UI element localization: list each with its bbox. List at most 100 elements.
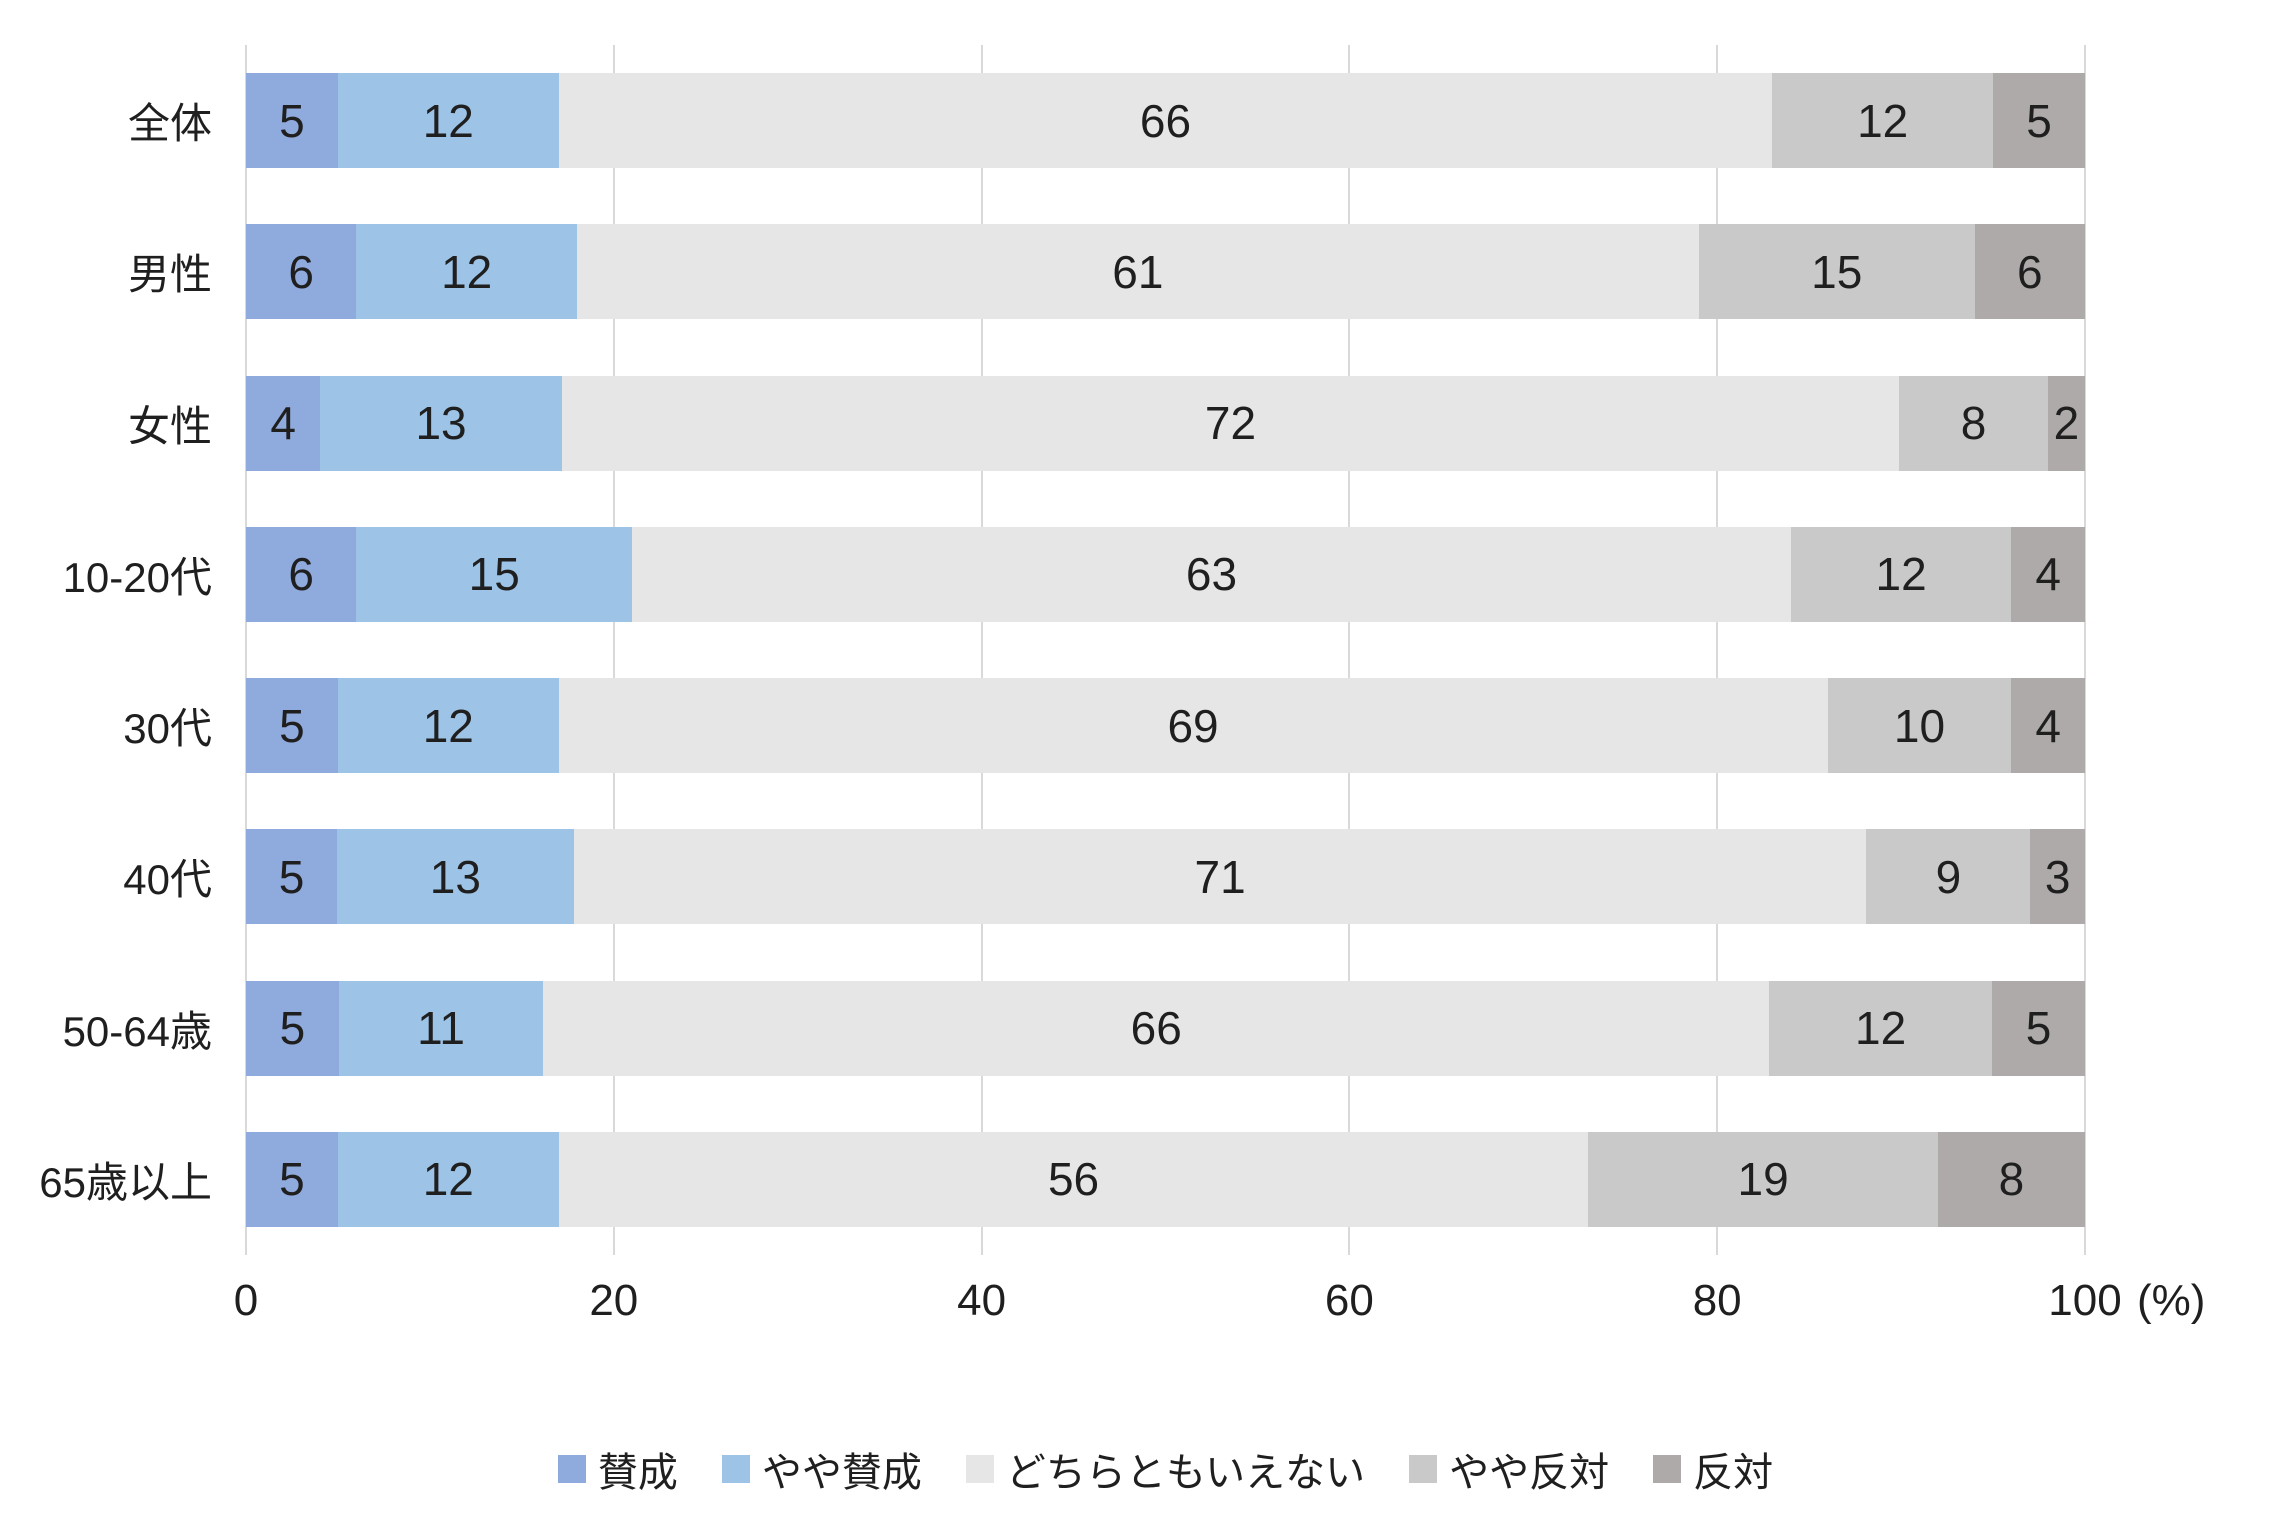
bar-segment: 12: [1772, 73, 1994, 169]
gridline: [245, 45, 247, 1255]
bar-segment: 5: [246, 678, 338, 774]
segment-value-label: 5: [279, 94, 305, 147]
category-label: 男性: [127, 251, 212, 299]
bar-segment: 66: [558, 73, 1773, 169]
bar-segment: 5: [1993, 73, 2085, 169]
bar-segment: 13: [337, 829, 574, 925]
legend-swatch: [1409, 1455, 1438, 1483]
legend-swatch: [557, 1455, 586, 1483]
bar-segment: 6: [1974, 224, 2085, 320]
segment-value-label: 5: [2026, 94, 2052, 147]
gridline: [2084, 45, 2086, 1255]
bar-segment: 2: [2047, 375, 2085, 471]
segment-value-label: 72: [1204, 397, 1257, 450]
legend-label: 賛成: [597, 1451, 678, 1495]
gridline: [612, 45, 615, 1255]
plot-area: 5 12 66 12 5 6 12 61 15 6 4 13 72 8 2 6 15 63 12 4 5 12 69 10 4 5…: [245, 45, 2086, 1255]
bar-segment: 3: [2030, 829, 2085, 925]
segment-value-label: 9: [1935, 850, 1962, 903]
segment-value-label: 56: [1047, 1153, 1100, 1206]
segment-value-label: 11: [417, 1002, 465, 1055]
legend-item: やや賛成: [721, 1440, 922, 1498]
segment-value-label: 8: [1960, 397, 1987, 450]
x-axis-unit: (%): [2137, 1276, 2206, 1325]
gridline: [1348, 45, 1351, 1255]
segment-value-label: 13: [415, 397, 467, 450]
bar-segment: 12: [356, 224, 577, 320]
category-label: 65歳以上: [39, 1158, 212, 1206]
category-label: 女性: [127, 402, 212, 450]
x-axis: (%) 0 20 40 60 80 100: [234, 1276, 2206, 1336]
segment-value-label: 13: [429, 850, 481, 903]
x-tick-label: 80: [1692, 1276, 1742, 1325]
bar-segment: 63: [632, 526, 1791, 622]
category-label: 40代: [123, 856, 212, 904]
segment-value-label: 12: [422, 94, 474, 147]
bar-segment: 5: [246, 829, 338, 925]
bar-segment: 12: [337, 678, 559, 774]
segment-value-label: 63: [1185, 548, 1238, 601]
segment-value-label: 69: [1167, 699, 1219, 752]
stacked-bar: 5 12 56 19 8: [246, 1131, 2085, 1227]
category-label: 30代: [123, 705, 212, 753]
bar-row: 5 13 71 9 3: [246, 801, 2085, 952]
bar-segment: 8: [1899, 375, 2048, 471]
segment-value-label: 12: [1875, 548, 1927, 601]
bar-segment: 8: [1937, 1131, 2085, 1227]
legend-item: 賛成: [557, 1440, 678, 1498]
segment-value-label: 6: [2016, 245, 2043, 298]
segment-value-label: 5: [279, 699, 305, 752]
legend-label: やや賛成: [761, 1451, 922, 1495]
segment-value-label: 5: [279, 1002, 306, 1055]
bar-segment: 66: [543, 980, 1770, 1076]
bar-row: 4 13 72 8 2: [246, 348, 2085, 499]
bar-segment: 15: [356, 526, 633, 622]
stacked-bar: 4 13 72 8 2: [246, 375, 2085, 471]
bar-segment: 12: [1769, 980, 1993, 1076]
segment-value-label: 15: [468, 548, 520, 601]
gridline: [980, 45, 983, 1255]
segment-value-label: 6: [288, 548, 314, 601]
bar-segment: 12: [337, 1131, 559, 1227]
bar-segment: 56: [558, 1131, 1589, 1227]
x-tick-label: 60: [1324, 1276, 1374, 1325]
segment-value-label: 2: [2053, 397, 2080, 450]
segment-value-label: 15: [1811, 245, 1863, 298]
segment-value-label: 10: [1893, 699, 1946, 752]
category-label: 50-64歳: [62, 1007, 212, 1055]
segment-value-label: 4: [2035, 548, 2061, 601]
bar-segment: 6: [246, 224, 357, 320]
bar-segment: 4: [2011, 526, 2085, 622]
segment-value-label: 71: [1194, 850, 1246, 903]
bar-segment: 5: [246, 1131, 338, 1227]
bar-segment: 10: [1827, 678, 2012, 774]
legend: 賛成 やや賛成 どちらともいえない やや反対 反対: [246, 1440, 2085, 1498]
bar-segment: 12: [1790, 526, 2012, 622]
segment-value-label: 5: [279, 1153, 305, 1206]
segment-value-label: 12: [441, 245, 493, 298]
legend-item: どちらともいえない: [965, 1440, 1365, 1498]
bar-segment: 12: [337, 73, 559, 169]
legend-item: 反対: [1653, 1440, 1773, 1498]
legend-swatch: [1653, 1455, 1682, 1483]
x-tick-label: 20: [589, 1276, 639, 1325]
legend-swatch: [965, 1455, 994, 1483]
bar-segment: 72: [561, 375, 1900, 471]
bar-segment: 11: [338, 980, 544, 1076]
segment-value-label: 5: [2025, 1002, 2052, 1055]
bar-segment: 5: [1992, 980, 2085, 1076]
gridline: [1716, 45, 1719, 1255]
segment-value-label: 4: [270, 397, 296, 450]
stacked-bar: 5 13 71 9 3: [246, 829, 2085, 925]
bar-segment: 9: [1866, 829, 2031, 925]
bar-row: 6 15 63 12 4: [246, 499, 2085, 650]
segment-value-label: 66: [1139, 94, 1192, 147]
x-tick-label: 0: [233, 1276, 259, 1325]
bar-segment: 71: [573, 829, 1867, 925]
bar-row: 5 11 66 12 5: [246, 953, 2085, 1104]
bar-segment: 69: [558, 678, 1828, 774]
bar-segment: 6: [246, 526, 357, 622]
legend-label: やや反対: [1449, 1451, 1610, 1495]
legend-item: やや反対: [1409, 1440, 1609, 1498]
